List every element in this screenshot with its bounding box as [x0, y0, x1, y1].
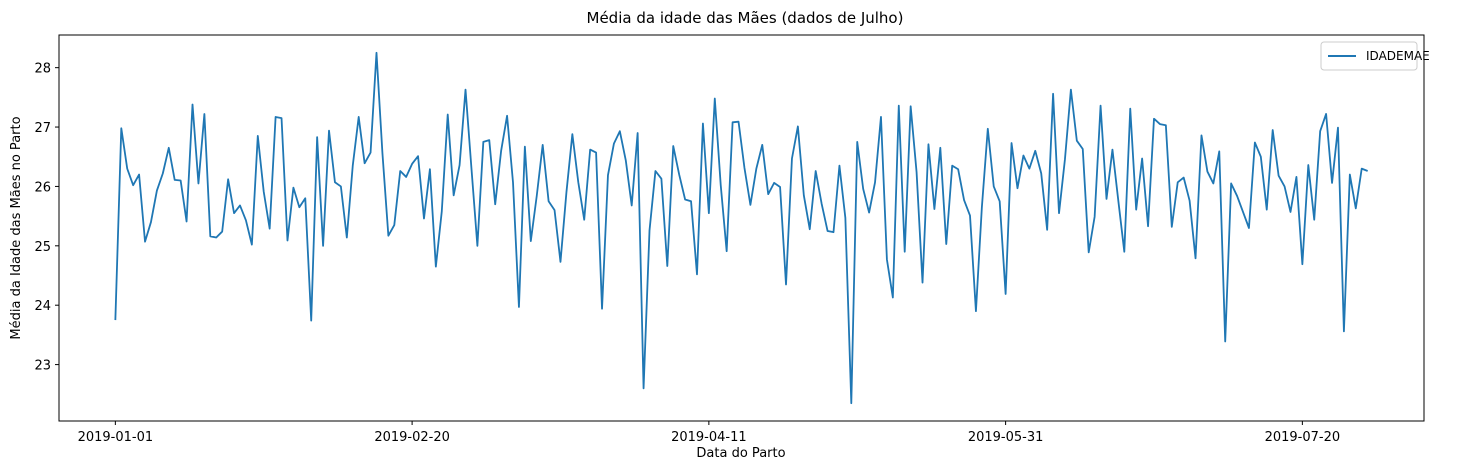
y-tick-label: 26: [34, 180, 51, 195]
x-tick-label: 2019-07-20: [1265, 430, 1341, 445]
legend-box: [1320, 41, 1418, 71]
x-tick-label: 2019-01-01: [78, 430, 154, 445]
legend: IDADEMAE: [1320, 41, 1430, 71]
x-tick-label: 2019-05-31: [968, 430, 1044, 445]
y-tick-label: 28: [34, 62, 51, 77]
y-tick-label: 24: [34, 299, 51, 314]
y-axis-ticks: 23 24 25 26 27 28: [34, 62, 59, 374]
legend-label: IDADEMAE: [1366, 49, 1430, 63]
x-axis-ticks: 2019-01-01 2019-02-20 2019-04-11 2019-05-31…: [78, 421, 1341, 445]
y-axis-label: Média da Idade das Mães no Parto: [9, 116, 24, 339]
y-tick-label: 27: [34, 121, 51, 136]
chart-title: Média da idade das Mães (dados de Julho): [587, 9, 904, 27]
x-tick-label: 2019-04-11: [671, 430, 747, 445]
x-axis-label: Data do Parto: [696, 446, 785, 461]
y-tick-label: 23: [34, 359, 51, 374]
plot-area-frame: [58, 34, 1425, 422]
y-tick-label: 25: [34, 240, 51, 255]
x-tick-label: 2019-02-20: [374, 430, 450, 445]
series-line-idademae: [114, 51, 1368, 405]
